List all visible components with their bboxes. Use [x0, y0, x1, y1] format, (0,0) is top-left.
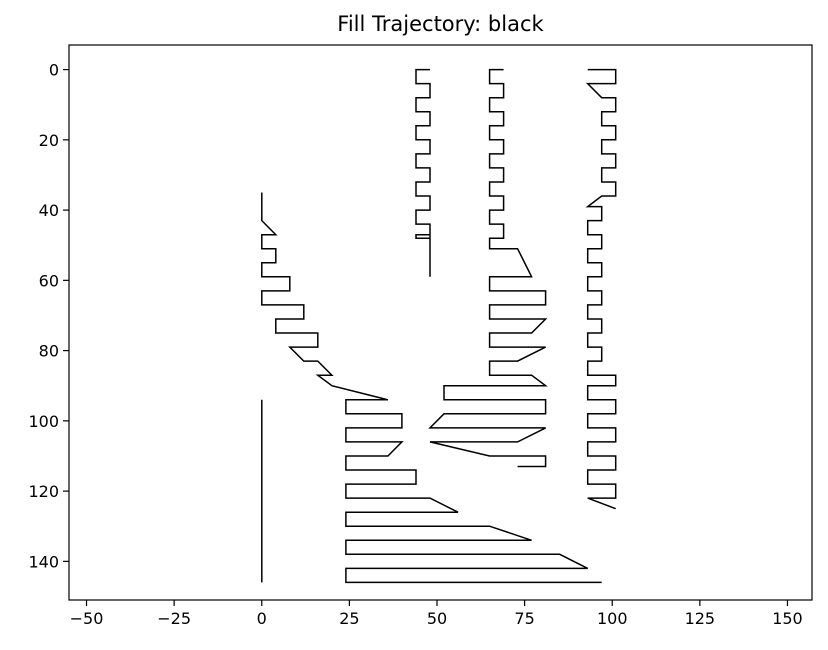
trajectory-line-1: [415, 68, 431, 277]
y-tick-label: 20: [39, 131, 59, 150]
x-axis: −50 −25 0 25 50 75 100 125 150: [70, 600, 803, 628]
x-tick-label: 125: [685, 609, 716, 628]
series-layer: [261, 68, 617, 584]
trajectory-line-5: [345, 399, 602, 584]
y-tick-label: 40: [39, 201, 59, 220]
axes-frame: [68, 44, 813, 601]
x-tick-label: −50: [70, 609, 104, 628]
x-tick-label: 150: [772, 609, 803, 628]
trajectory-line-2: [428, 68, 548, 468]
y-axis: 0 20 40 60 80 100 120 140: [28, 61, 69, 571]
trajectory-line-4: [261, 192, 389, 401]
x-tick-label: 75: [514, 609, 534, 628]
y-tick-label: 100: [28, 412, 59, 431]
x-tick-label: 100: [597, 609, 628, 628]
trajectory-line-3: [585, 68, 617, 510]
y-tick-label: 140: [28, 552, 59, 571]
chart-title: Fill Trajectory: black: [337, 12, 544, 36]
y-tick-label: 120: [28, 482, 59, 501]
x-tick-label: 25: [339, 609, 359, 628]
x-tick-label: −25: [157, 609, 191, 628]
y-tick-label: 0: [49, 61, 59, 80]
y-tick-label: 60: [39, 271, 59, 290]
y-tick-label: 80: [39, 342, 59, 361]
x-tick-label: 50: [427, 609, 447, 628]
x-tick-label: 0: [257, 609, 267, 628]
